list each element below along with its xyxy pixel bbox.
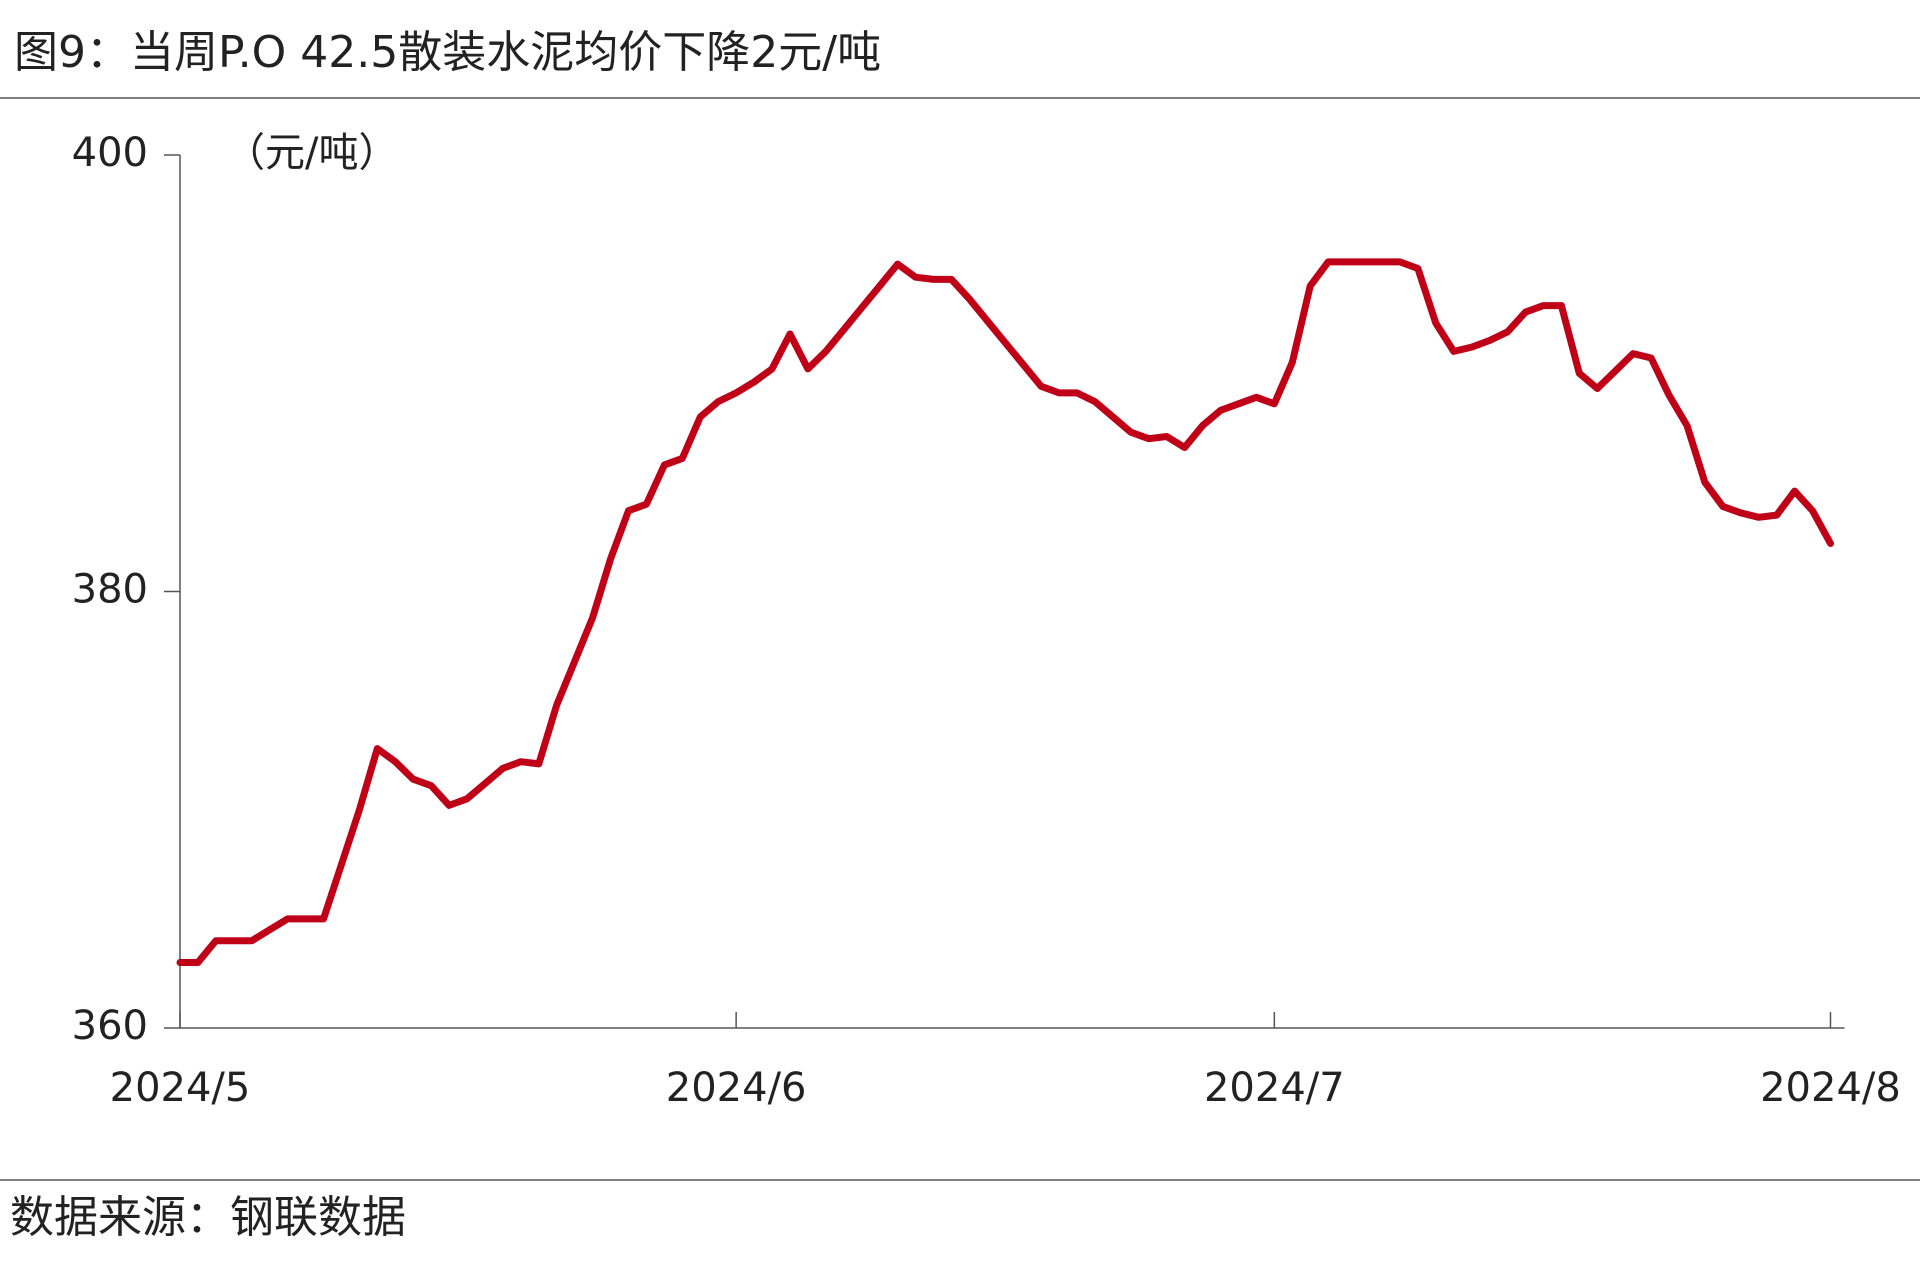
y-tick-label: 380 — [72, 567, 148, 613]
x-tick-label: 2024/8 — [1760, 1065, 1901, 1111]
source-note: 数据来源：钢联数据 — [10, 1192, 406, 1243]
y-tick-label: 360 — [72, 1003, 148, 1049]
y-tick-label: 400 — [72, 130, 148, 176]
x-tick-label: 2024/6 — [666, 1065, 807, 1111]
x-tick-label: 2024/5 — [110, 1065, 251, 1111]
chart-title: 图9：当周P.O 42.5散装水泥均价下降2元/吨 — [14, 27, 881, 78]
data-line — [176, 258, 1834, 966]
x-tick-label: 2024/7 — [1204, 1065, 1345, 1111]
y-axis-label: （元/吨） — [225, 130, 398, 176]
